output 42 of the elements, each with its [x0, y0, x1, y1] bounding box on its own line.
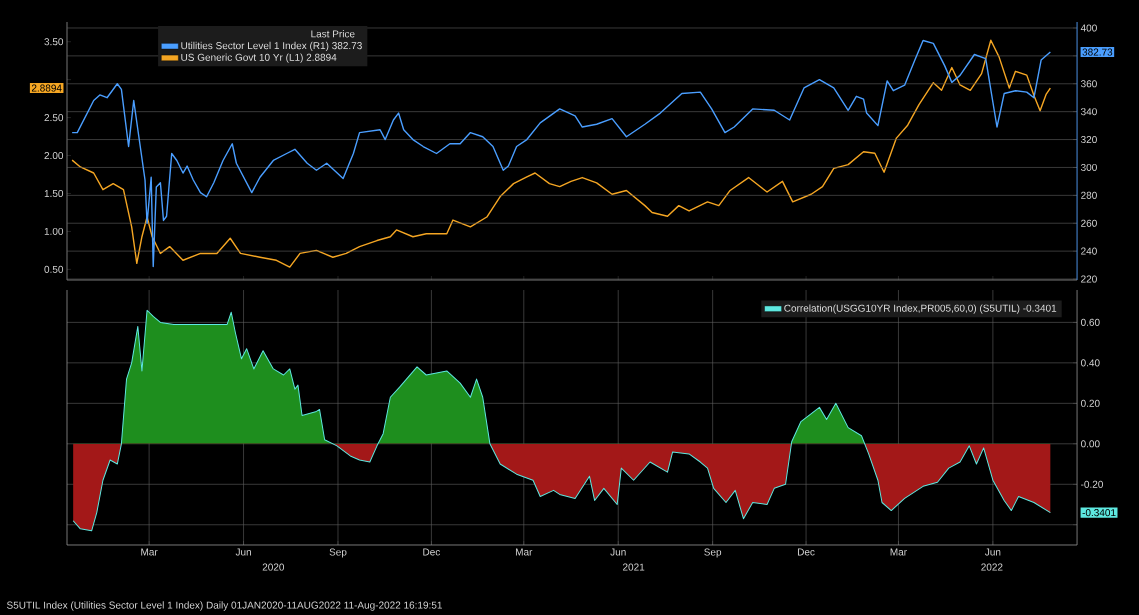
- legend-label: US Generic Govt 10 Yr (L1) 2.8894: [181, 53, 337, 63]
- y-tick-label: -0.3401: [1082, 509, 1116, 517]
- legend-title: Last Price: [311, 30, 355, 38]
- line-series: [71, 39, 1052, 268]
- y2-tick-label: 240: [1081, 247, 1097, 255]
- y-tick-label: 0.40: [1080, 359, 1100, 367]
- y-tick-label: 1.50: [44, 189, 64, 198]
- x-tick-label: Dec: [423, 548, 441, 556]
- y-tick-label: 2.8894: [31, 84, 62, 92]
- y2-tick-label: 400: [1080, 24, 1097, 32]
- y2-tick-label: 360: [1080, 80, 1097, 88]
- x2-tick-label: 2022: [981, 563, 1003, 571]
- x-tick-label: Mar: [515, 548, 533, 556]
- x-tick-label: Jun: [235, 548, 251, 556]
- y2-tick-label: 382.73: [1082, 48, 1113, 56]
- y2-tick-label: 260: [1081, 219, 1097, 227]
- x-tick-label: Sep: [329, 548, 347, 558]
- y-tick-label: 0.20: [1080, 399, 1100, 407]
- x-tick-label: Mar: [890, 548, 907, 556]
- y-tick-label: 0.50: [44, 265, 64, 273]
- x-tick-label: Dec: [797, 548, 815, 556]
- y-tick-label: 0.00: [1080, 440, 1100, 448]
- legend-label: Correlation(USGG10YR Index,PR005,60,0) (S5UTIL) -0.3401: [784, 304, 1057, 314]
- x-tick-label: Jun: [984, 548, 1001, 556]
- y-tick-label: 2.00: [44, 152, 64, 160]
- y2-tick-label: 280: [1081, 191, 1097, 199]
- y-tick-label: 1.00: [44, 227, 64, 235]
- x-tick-label: Mar: [141, 548, 158, 556]
- x2-tick-label: 2021: [622, 563, 645, 571]
- legend-label: Utilities Sector Level 1 Index (R1) 382.73: [181, 41, 362, 52]
- y-tick-label: -0.20: [1081, 480, 1103, 488]
- y-tick-label: 2.50: [44, 114, 64, 122]
- text: S5UTIL Index (Utilities Sector Level 1 Index) Daily 01JAN2020-11AUG2022 11-Aug-2022 16:19:51: [6, 601, 442, 611]
- x2-tick-label: 2020: [262, 563, 285, 571]
- y2-tick-label: 320: [1080, 136, 1097, 144]
- y-tick-label: 0.60: [1080, 318, 1100, 326]
- y2-tick-label: 300: [1080, 163, 1097, 171]
- x-tick-label: Sep: [704, 548, 722, 558]
- y2-tick-label: 340: [1080, 108, 1097, 116]
- y2-tick-label: 220: [1081, 275, 1097, 283]
- y-tick-label: 3.50: [44, 38, 64, 46]
- x-tick-label: Jun: [610, 548, 626, 556]
